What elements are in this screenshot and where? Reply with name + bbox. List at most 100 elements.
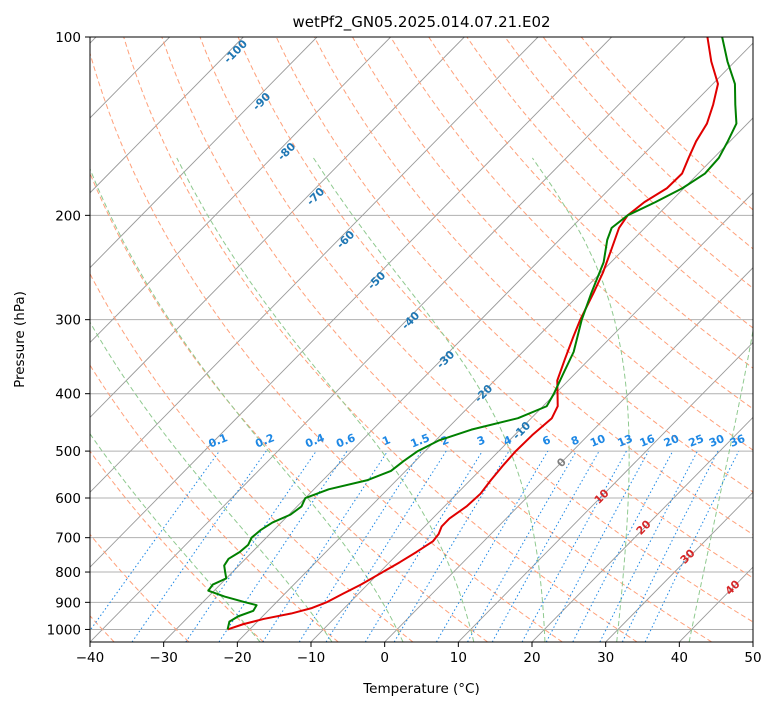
isotherm-label: -90 (250, 90, 273, 113)
mixing-ratio-label: 0.1 (207, 431, 230, 450)
isotherm-line (458, 341, 753, 642)
x-tick-label: −10 (297, 650, 326, 666)
isotherm-label: -50 (365, 269, 388, 292)
dry-adiabat-line (313, 37, 753, 493)
isotherm-line (90, 37, 612, 568)
plot-frame (89, 36, 754, 643)
y-axis-ticks: 100 200 300 400 500 600 700 800 900 1000 (47, 30, 90, 638)
mixing-ratio-label: 8 (569, 433, 581, 448)
mixing-ratio-line (131, 450, 267, 642)
mixing-ratio-label: 13 (616, 432, 635, 450)
plot-area: 0.1 0.2 0.4 0.6 1 1.5 2 3 4 6 8 10 13 16 20 25 30 36-100-… (90, 37, 753, 642)
chart-title: wetPf2_GN05.2025.014.07.21.E02 (292, 13, 550, 32)
y-tick-label: 900 (55, 595, 81, 611)
isotherm-line (237, 117, 753, 642)
mixing-ratio-line (185, 450, 317, 642)
isotherm-label: -70 (304, 185, 327, 208)
x-tick-label: 50 (744, 650, 761, 666)
isotherm-line (605, 491, 753, 642)
mixing-ratio-label: 3 (475, 433, 487, 448)
y-tick-label: 1000 (47, 622, 81, 638)
mixing-ratio-label: 20 (662, 432, 681, 450)
dry-adiabat-line (90, 533, 190, 642)
isotherm-line (90, 37, 539, 493)
moist-adiabat-line (176, 157, 475, 642)
isotherm-line (90, 37, 318, 269)
dry-adiabat-line (352, 37, 753, 451)
y-tick-label: 200 (55, 208, 81, 224)
isotherm-line (90, 37, 686, 642)
x-tick-label: −30 (149, 650, 178, 666)
isotherm-line (384, 267, 753, 642)
isotherm-label: -10 (510, 419, 533, 442)
sounding-series (207, 37, 738, 631)
dry-adiabat-line (90, 450, 264, 642)
x-tick-label: −40 (76, 650, 105, 666)
mixing-ratio-label: 0.4 (303, 431, 326, 450)
mixing-ratio-line (298, 450, 422, 642)
mixing-ratio-label: 30 (707, 432, 726, 450)
mixing-ratio-line (521, 450, 627, 642)
dry-adiabat-line (90, 172, 488, 642)
dry-adiabats (90, 37, 753, 642)
y-axis-label: Pressure (hPa) (12, 291, 28, 388)
isotherm-line (90, 37, 465, 419)
dry-adiabat-line (428, 37, 753, 369)
y-tick-label: 600 (55, 491, 81, 507)
mixing-ratio-line (435, 450, 549, 642)
moist-adiabats (90, 157, 753, 642)
dry-adiabat-line (542, 37, 753, 250)
mixing-ratio-line (90, 450, 220, 632)
isotherm-line (90, 37, 244, 194)
isotherm-label: -60 (334, 228, 357, 251)
dry-adiabat-line (199, 37, 753, 623)
moist-adiabat-line (90, 167, 404, 642)
mixing-ratio-line (325, 450, 447, 642)
mixing-ratio-label: 2 (439, 433, 451, 448)
y-tick-label: 800 (55, 565, 81, 581)
mixing-ratio-label: 16 (638, 432, 657, 450)
x-axis-label: Temperature (°C) (362, 681, 480, 697)
mixing-ratio-line (644, 450, 740, 642)
isotherm-line (752, 641, 753, 642)
isotherm-line (310, 192, 753, 642)
isotherm-label: -20 (472, 382, 495, 405)
y-tick-label: 400 (55, 387, 81, 403)
y-tick-label: 700 (55, 531, 81, 547)
dry-adiabat-line (275, 37, 753, 536)
mixing-ratio-line (599, 450, 698, 642)
moist-adiabat-line (90, 432, 261, 642)
mixing-ratio-label: 1 (380, 433, 392, 448)
mixing-ratio-line (218, 450, 348, 642)
dry-adiabat-line (90, 272, 414, 642)
dry-adiabat-line (90, 364, 339, 642)
isotherm-line (90, 37, 391, 344)
isotherm-label: -80 (275, 140, 298, 163)
mixing-ratio-label: 0.2 (253, 431, 276, 450)
isotherm-label: -30 (434, 348, 457, 371)
isotherm-label: 20 (634, 517, 654, 537)
dry-adiabat-line (90, 51, 563, 642)
dry-adiabat-line (504, 37, 753, 289)
isotherm-gridlines (90, 37, 753, 642)
isotherm-label: -100 (221, 37, 250, 66)
x-tick-label: 10 (450, 650, 467, 666)
mixing-ratio-label: 0.6 (334, 431, 357, 450)
dry-adiabat-line (123, 37, 638, 642)
y-tick-label: 500 (55, 444, 81, 460)
x-tick-label: 0 (380, 650, 389, 666)
dry-adiabat-line (580, 37, 753, 211)
x-axis-ticks: −40 −30 −20 −10 0 10 20 30 40 50 (76, 642, 762, 666)
x-tick-label: 30 (597, 650, 614, 666)
y-tick-label: 300 (55, 313, 81, 329)
mixing-ratio-label: 25 (687, 432, 706, 450)
line-labels: 0.1 0.2 0.4 0.6 1 1.5 2 3 4 6 8 10 13 16 20 25 30 36-100-… (207, 37, 748, 598)
sounding-line (227, 37, 719, 631)
mixing-ratio-line (545, 450, 649, 642)
x-tick-label: 20 (523, 650, 540, 666)
mixing-ratio-label: 6 (541, 433, 553, 448)
mixing-ratio-label: 36 (728, 432, 747, 450)
dry-adiabat-line (466, 37, 753, 329)
dry-adiabat-line (390, 37, 753, 410)
isotherm-label: -40 (399, 309, 422, 332)
